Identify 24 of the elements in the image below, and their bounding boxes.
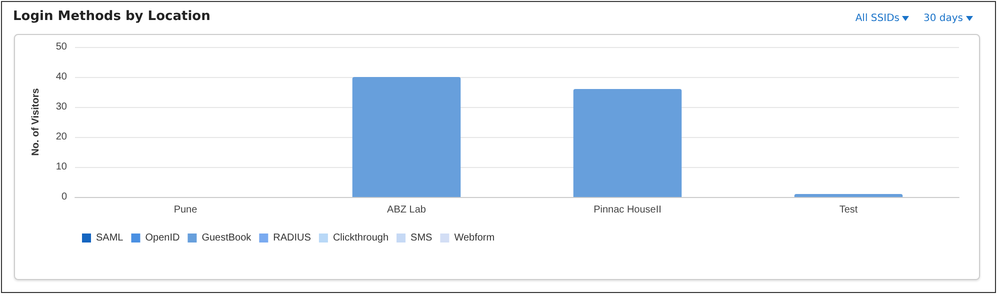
y-tick-label: 0 [61,192,68,202]
text: 30 days [923,13,963,24]
legend-label: SAML [96,232,124,244]
text: All SSIDs [855,13,900,24]
x-tick-label: Pune [174,204,198,216]
y-tick-label: 10 [56,162,68,172]
bar [352,77,461,197]
y-tick-label: 30 [56,102,68,112]
legend-label: RADIUS [273,232,312,244]
x-tick-label: ABZ Lab [387,204,426,216]
y-tick-label: 50 [56,42,68,52]
legend-label: GuestBook [202,232,252,244]
x-tick-label: Test [839,204,858,216]
y-tick-label: 20 [56,132,68,142]
legend-label: Webform [454,232,495,244]
legend-label: Clickthrough [332,232,389,244]
y-tick-label: 40 [56,72,68,82]
y-axis-title: No. of Visitors [30,88,42,156]
chart-title: Login Methods by Location [13,9,210,24]
x-tick-label: Pinnac HouseII [594,204,662,216]
legend-label: SMS [410,232,433,244]
legend-label: OpenID [145,232,180,244]
bar [794,194,903,197]
bar [573,89,682,197]
